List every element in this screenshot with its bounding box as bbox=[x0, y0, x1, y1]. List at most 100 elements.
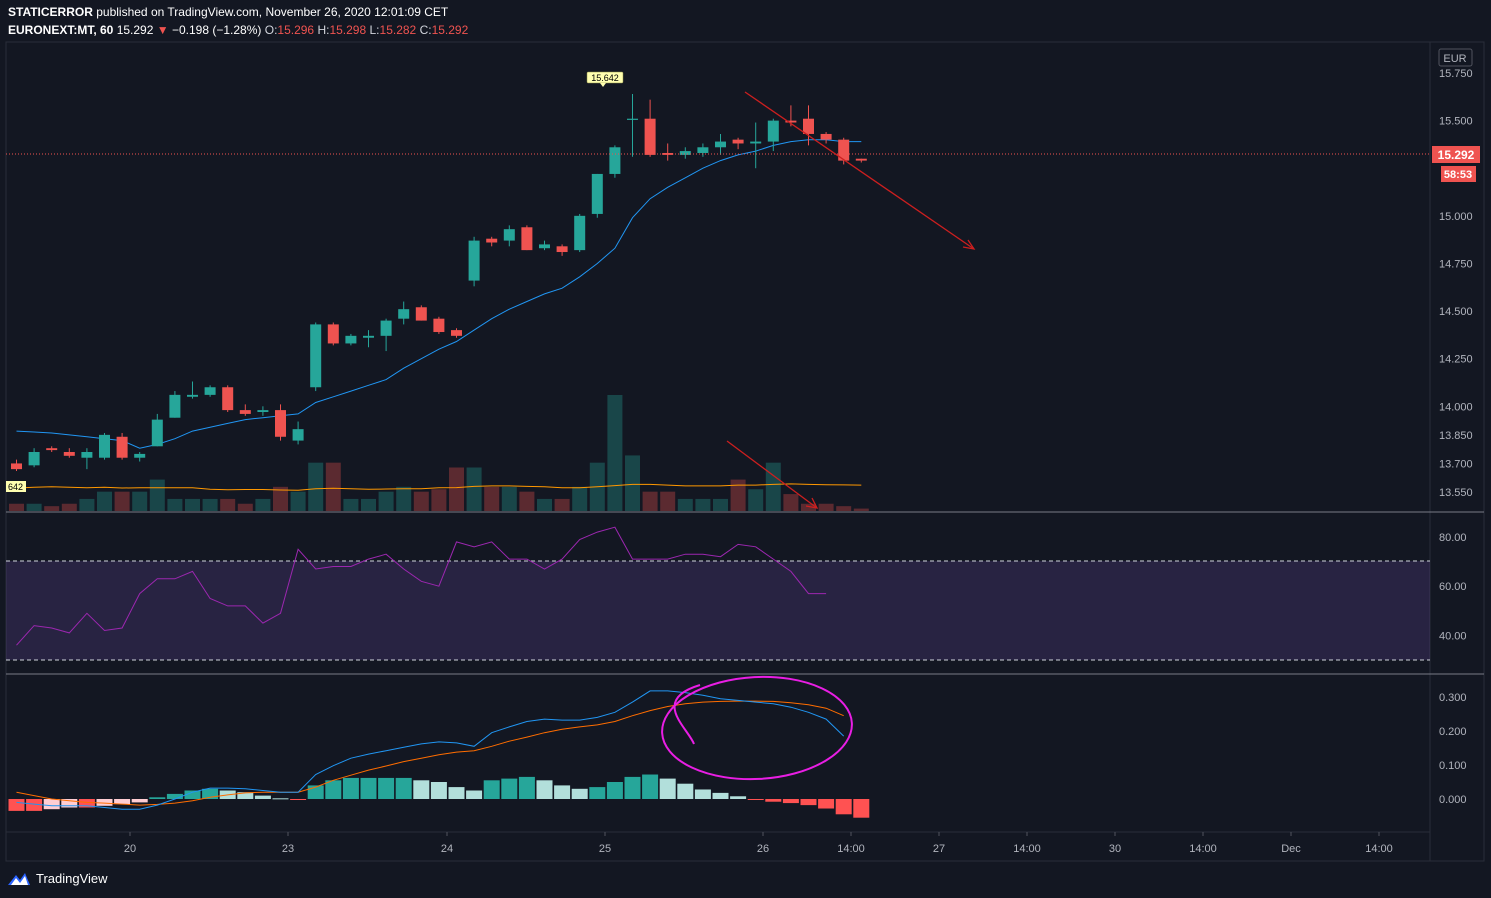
candle-body bbox=[257, 410, 269, 413]
macd-histogram-bar bbox=[342, 777, 359, 799]
macd-histogram-bar bbox=[131, 799, 148, 803]
low-marker: 642 bbox=[6, 481, 26, 492]
volume-bar bbox=[185, 498, 200, 511]
rsi-tick-label: 60.00 bbox=[1439, 581, 1467, 593]
volume-bar bbox=[431, 489, 447, 511]
volume-bar bbox=[396, 486, 412, 511]
volume-bar bbox=[801, 503, 816, 511]
macd-signal-line bbox=[16, 700, 844, 806]
trend-line-price bbox=[744, 91, 975, 250]
change-down-icon: ▼ bbox=[156, 23, 169, 37]
candle-body bbox=[468, 240, 480, 281]
macd-histogram-bar bbox=[694, 789, 711, 799]
volume-bar bbox=[26, 503, 42, 511]
symbol-label[interactable]: EURONEXT:MT, 60 bbox=[8, 23, 114, 37]
macd-histogram-bar bbox=[272, 798, 289, 800]
macd-histogram-bar bbox=[554, 785, 571, 799]
candle-body bbox=[345, 335, 357, 344]
macd-histogram-bar bbox=[395, 777, 412, 799]
countdown-badge-text: 58:53 bbox=[1444, 169, 1472, 181]
macd-histogram-bar bbox=[325, 780, 342, 799]
candle-body bbox=[503, 229, 515, 241]
publisher-name[interactable]: STATICERROR bbox=[8, 5, 93, 19]
currency-box bbox=[1438, 48, 1473, 67]
candle-body bbox=[820, 133, 832, 140]
volume-bar bbox=[167, 498, 183, 511]
candle-body bbox=[591, 173, 603, 214]
time-tick-label: 14:00 bbox=[837, 843, 865, 855]
low-marker-box bbox=[6, 481, 26, 492]
macd-histogram-bar bbox=[782, 799, 799, 804]
close-label: C: bbox=[419, 23, 432, 37]
macd-tick-label: 0.000 bbox=[1439, 794, 1467, 806]
arrowhead-icon bbox=[962, 239, 976, 250]
candles bbox=[11, 93, 867, 472]
price-tick-label: 14.000 bbox=[1439, 401, 1473, 413]
high-marker: 15.642 bbox=[586, 71, 624, 87]
macd-histogram-bar bbox=[712, 792, 729, 799]
macd-histogram-bar bbox=[835, 799, 852, 815]
candle-body bbox=[81, 452, 93, 458]
macd-histogram-bar bbox=[149, 797, 166, 799]
macd-histogram-bar bbox=[78, 799, 95, 808]
volume-bar bbox=[713, 498, 728, 511]
candle-body bbox=[627, 118, 638, 120]
candle-body bbox=[521, 227, 533, 251]
footer-brand[interactable]: TradingView bbox=[36, 871, 108, 886]
price-tick-label: 14.750 bbox=[1439, 258, 1473, 270]
low-marker-text: 642 bbox=[8, 482, 23, 492]
rsi-axis[interactable]: 80.00 60.00 40.00 bbox=[1439, 532, 1467, 642]
macd-histogram-bar bbox=[184, 790, 201, 799]
macd-histogram-bar bbox=[501, 778, 518, 799]
time-tick-label: 24 bbox=[441, 843, 453, 855]
macd-histogram-bar bbox=[413, 780, 430, 799]
candle-body bbox=[662, 152, 674, 155]
candle-body bbox=[644, 118, 656, 155]
candle-body bbox=[767, 120, 779, 142]
candle-body bbox=[134, 453, 146, 458]
candle-body bbox=[433, 318, 445, 333]
macd-histogram-bar bbox=[378, 777, 395, 799]
macd-histogram-bar bbox=[518, 776, 535, 799]
tradingview-logo-icon bbox=[8, 872, 30, 885]
volume-bars bbox=[9, 395, 869, 511]
highlight-circle[interactable] bbox=[659, 672, 854, 784]
macd-histogram-bar bbox=[448, 787, 465, 799]
price-tick-label: 13.550 bbox=[1439, 487, 1473, 499]
chart-frame bbox=[5, 41, 1485, 862]
candle-body bbox=[609, 147, 621, 174]
trend-arrow-price[interactable] bbox=[744, 91, 976, 250]
time-axis[interactable]: 20 23 24 25 26 14:00 27 14:00 30 14:00 Dec 14:00 bbox=[124, 832, 1393, 855]
volume-bar bbox=[554, 498, 570, 511]
macd-histogram-bar bbox=[466, 790, 483, 799]
volume-bar bbox=[44, 506, 60, 511]
candle-body bbox=[63, 452, 75, 456]
candle-body bbox=[838, 139, 850, 161]
last-price: 15.292 bbox=[116, 23, 154, 37]
close-value: 15.292 bbox=[431, 23, 469, 37]
candle-body bbox=[11, 463, 22, 470]
rsi-band-fill bbox=[6, 561, 1430, 660]
price-tick-label: 15.500 bbox=[1439, 116, 1473, 128]
volume-bar bbox=[484, 486, 500, 511]
candle-body bbox=[539, 244, 550, 249]
price-axis[interactable]: 15.750 15.500 15.000 14.750 14.500 14.250 14.0… bbox=[1439, 68, 1473, 499]
open-label: O: bbox=[264, 23, 278, 37]
volume-bar bbox=[501, 486, 517, 511]
candle-body bbox=[380, 320, 392, 336]
trend-line-volume bbox=[726, 440, 818, 509]
macd-histogram-bar bbox=[43, 799, 60, 810]
volume-bar bbox=[343, 498, 359, 511]
macd-histogram-bar bbox=[677, 783, 694, 799]
time-tick-label: 27 bbox=[933, 843, 945, 855]
macd-axis[interactable]: 0.300 0.200 0.100 0.000 bbox=[1439, 692, 1467, 806]
candle-body bbox=[116, 436, 128, 458]
volume-bar bbox=[149, 479, 165, 511]
macd-histogram-bar bbox=[624, 776, 641, 799]
ema-line bbox=[16, 139, 862, 449]
trend-arrow-volume[interactable] bbox=[726, 440, 819, 509]
candle-body bbox=[715, 141, 726, 148]
volume-ma-path bbox=[16, 483, 862, 491]
volume-bar bbox=[607, 395, 623, 511]
